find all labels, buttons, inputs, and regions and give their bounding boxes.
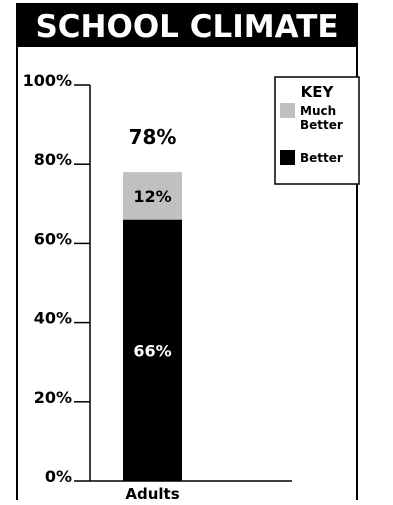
y-tick-label: 0% (45, 467, 72, 486)
y-tick-label: 100% (23, 71, 72, 90)
x-category-label: Adults (125, 485, 179, 503)
legend-label: Better (300, 151, 343, 165)
bars: 66% 12% 78% (123, 125, 182, 481)
legend-label-line2: Better (300, 118, 343, 132)
legend-box (274, 76, 360, 185)
chart-title: SCHOOL CLIMATE (35, 9, 338, 45)
y-axis-ticks: 0% 20% 40% 60% 80% 100% (23, 71, 90, 486)
legend-title: KEY (301, 83, 335, 101)
y-tick-label: 60% (34, 229, 72, 248)
legend-swatch (280, 150, 295, 165)
legend-label: Much (300, 104, 336, 118)
legend-swatch (280, 103, 295, 118)
bar-total-label: 78% (129, 125, 177, 149)
y-tick-label: 40% (34, 309, 72, 328)
bar-segment-much-better (123, 172, 182, 220)
bar-segment-better (123, 219, 182, 481)
y-tick-label: 20% (34, 388, 72, 407)
y-tick-label: 80% (34, 150, 72, 169)
bar-segment-value-label: 12% (133, 187, 171, 206)
bar-segment-value-label: 66% (133, 341, 171, 360)
chart-title-banner (16, 3, 358, 47)
x-axis-categories: Adults (125, 485, 179, 503)
